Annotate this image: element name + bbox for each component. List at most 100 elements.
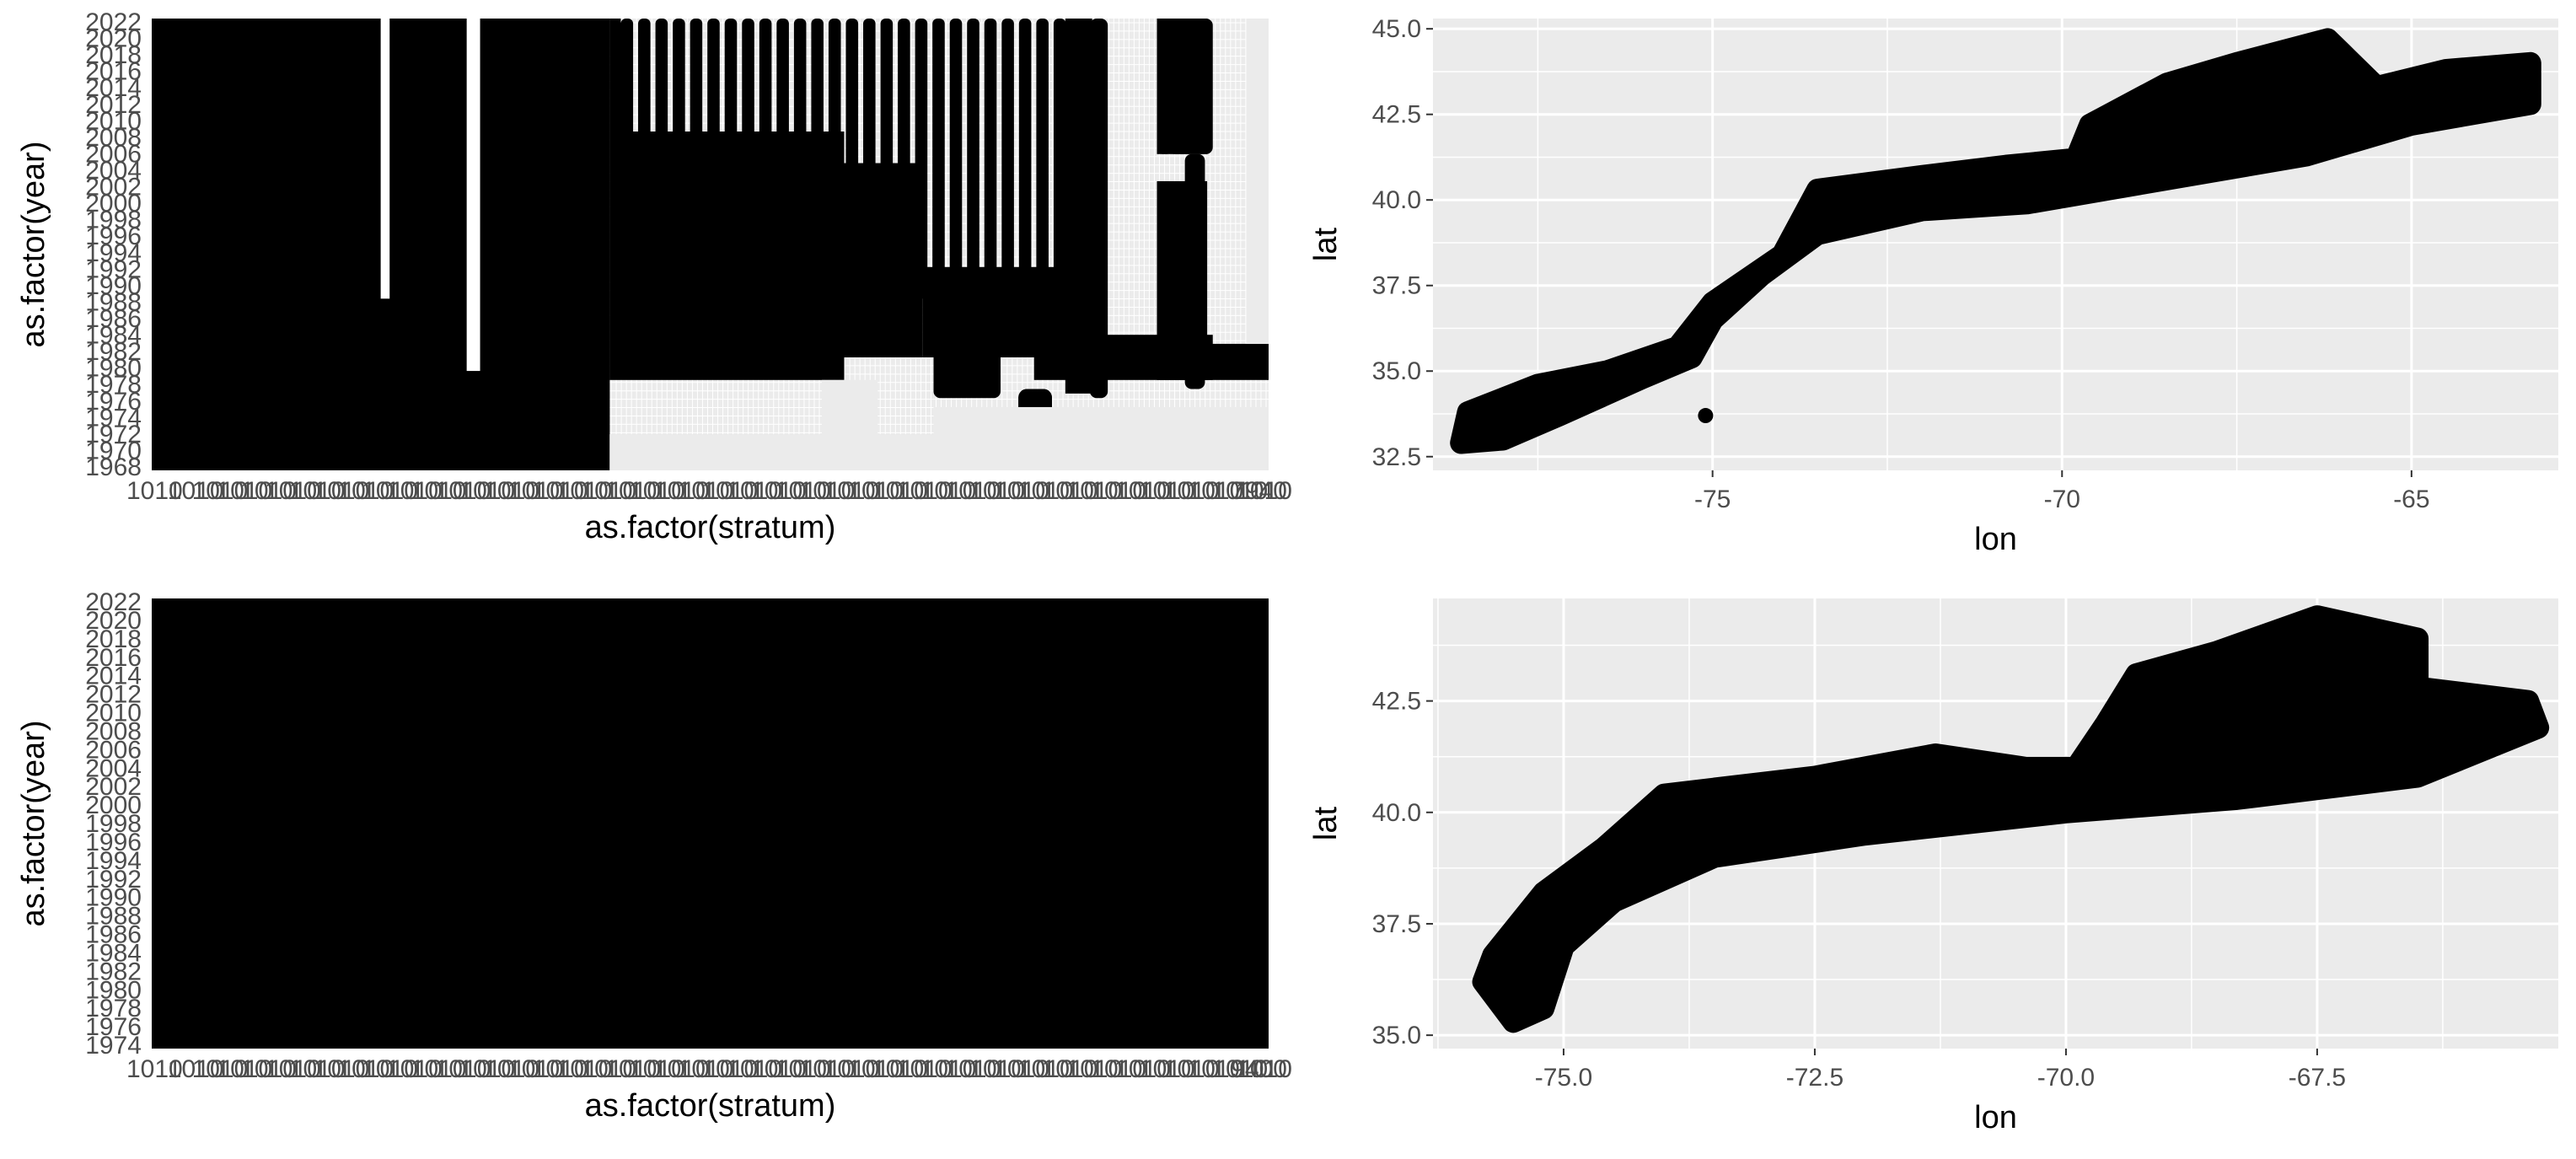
point-column [1036, 19, 1049, 299]
point-column [724, 19, 738, 299]
point-column [932, 19, 945, 299]
point-column [690, 19, 703, 299]
x-tick-label: 1010 [240, 477, 297, 505]
x-tick-label: 1010 [1139, 477, 1195, 505]
y-tick-label: 2008 [85, 124, 142, 152]
x-tick-label: 1010 [969, 477, 1025, 505]
points-cloud [1450, 28, 2541, 454]
gap-strip [380, 19, 390, 299]
x-tick-label: 1010 [629, 1055, 685, 1083]
point-column [1090, 19, 1108, 399]
point-column [863, 19, 876, 299]
x-tick-label: 1010 [216, 1055, 272, 1083]
x-tick-label: 1010 [216, 477, 272, 505]
empty-region [822, 379, 878, 470]
point-column [880, 19, 894, 299]
x-tick-label-last: 7940 [1231, 477, 1287, 505]
x-tick-label: 1010 [920, 477, 977, 505]
x-tick-label: 1010 [604, 1055, 661, 1083]
x-tick-label: 1010 [1188, 477, 1244, 505]
x-tick-label: 1010 [1163, 477, 1220, 505]
y-tick-label: 2018 [85, 625, 142, 653]
x-tick-label: 1010 [168, 477, 224, 505]
x-tick-label: 1010 [945, 477, 1001, 505]
x-tick-label: 1010 [411, 477, 467, 505]
y-tick-label: 1988 [85, 903, 142, 931]
point-column [638, 19, 651, 299]
point-column [1053, 19, 1066, 299]
y-tick-label: 2006 [85, 736, 142, 764]
y-tick-label: 1994 [85, 847, 142, 875]
y-tick-label: 2014 [85, 74, 142, 102]
x-tick-label: 1010 [629, 477, 685, 505]
x-tick-label: 1010 [872, 477, 928, 505]
x-tick-label: 1010 [386, 1055, 443, 1083]
y-tick-label: 1976 [85, 388, 142, 416]
x-tick-labels: 1010101010101010101010101010101010101010… [126, 477, 1292, 505]
y-tick-label: 35.0 [1372, 357, 1421, 385]
y-tick-label: 42.5 [1372, 688, 1421, 716]
x-tick-label: 1010 [750, 1055, 807, 1083]
y-tick-label: 35.0 [1372, 1022, 1421, 1049]
x-tick-label: 1010 [1211, 1055, 1268, 1083]
x-tick-label: 1010 [483, 477, 539, 505]
x-tick-label: 1010 [411, 1055, 467, 1083]
y-tick-label: 2008 [85, 717, 142, 745]
x-tick-label: 1010 [678, 477, 734, 505]
x-tick-label: 1010 [1042, 477, 1098, 505]
x-tick-label: -70 [2044, 486, 2080, 513]
y-tick-label: 45.0 [1372, 15, 1421, 43]
x-tick-label: 1010 [1066, 1055, 1123, 1083]
x-tick-label: 1010 [945, 1055, 1001, 1083]
y-tick-label: 37.5 [1372, 272, 1421, 300]
y-tick-label: 2020 [85, 607, 142, 635]
y-tick-label: 1982 [85, 338, 142, 366]
x-tick-label: 1010 [362, 477, 418, 505]
x-tick-label: 1010 [726, 1055, 782, 1083]
y-tick-label: 2004 [85, 754, 142, 782]
x-tick-label-last: 9400 [1231, 1055, 1287, 1083]
gap-strip [466, 19, 480, 372]
point-column [759, 19, 772, 299]
point-mass [152, 19, 1269, 470]
x-tick-label: 1010 [1236, 1055, 1292, 1083]
x-tick-label: 1010 [896, 477, 953, 505]
x-tick-label: 1010 [1042, 1055, 1098, 1083]
point-column [742, 19, 754, 299]
y-tick-label: 2014 [85, 663, 142, 690]
x-tick-label: 1010 [532, 1055, 588, 1083]
x-tick-label: 1010 [580, 1055, 636, 1083]
x-tick-label: 1010 [1066, 477, 1123, 505]
x-tick-label: -65 [2393, 486, 2429, 513]
x-tick-label-first: 1010 [126, 477, 183, 505]
x-tick-label: 1010 [750, 477, 807, 505]
y-tick-label: 1974 [85, 1032, 142, 1060]
x-tick-label: 1010 [192, 477, 249, 505]
x-tick-label: 1010 [775, 1055, 831, 1083]
x-tick-label: 1010 [168, 1055, 224, 1083]
x-tick-label: 1010 [507, 477, 564, 505]
x-tick-label: 1010 [799, 477, 856, 505]
x-tick-label: 1010 [969, 1055, 1025, 1083]
point-column [655, 19, 668, 299]
x-tick-label: 1010 [872, 1055, 928, 1083]
y-tick-label: 1998 [85, 207, 142, 234]
points-cloud [1472, 605, 2550, 1033]
point-block [1065, 19, 1092, 394]
x-tick-label: 1010 [1114, 477, 1171, 505]
x-tick-label: 1010 [1090, 1055, 1146, 1083]
x-tick-label: 1010 [532, 477, 588, 505]
x-tick-label: -75 [1694, 486, 1731, 513]
x-tick-label: 1010 [1114, 1055, 1171, 1083]
x-tick-label: 1010 [824, 477, 880, 505]
x-tick-label: 1010 [459, 477, 515, 505]
point-column [949, 19, 963, 299]
x-tick-label: 1010 [289, 1055, 346, 1083]
x-tick-label: 1010 [1017, 1055, 1074, 1083]
point-block [609, 19, 621, 131]
y-tick-label: 2010 [85, 700, 142, 727]
x-tick-label: 1010 [993, 1055, 1049, 1083]
x-tick-label: 1010 [192, 1055, 249, 1083]
point-column [845, 19, 859, 299]
x-tick-label: 1010 [702, 477, 759, 505]
